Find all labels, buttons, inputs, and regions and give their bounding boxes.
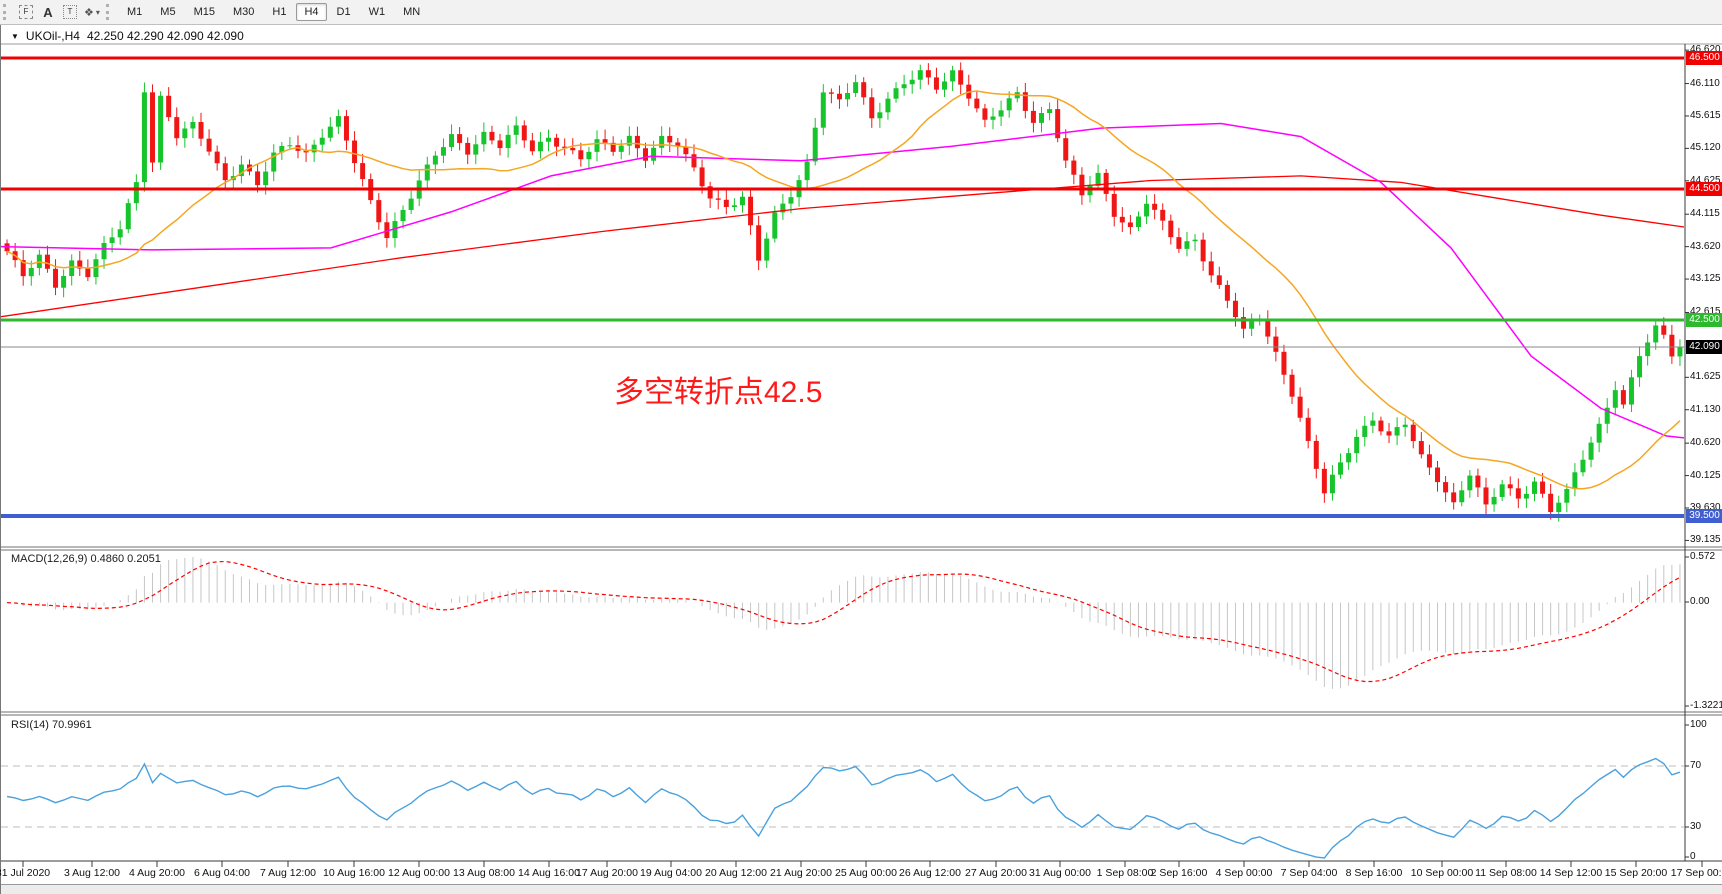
tf-button-h4[interactable]: H4 [296, 3, 327, 21]
date-label-7-Aug-12-00: 7 Aug 12:00 [259, 867, 317, 879]
date-label-31-Aug-00-00: 31 Aug 00:00 [1029, 867, 1091, 879]
tf-button-mn[interactable]: MN [403, 6, 421, 18]
price-axis-label-41.130: ‎41.130 [1690, 403, 1721, 415]
date-label-31-Jul-2020: 31 Jul 2020 [0, 867, 51, 879]
price-axis-label-39.135: ‎39.135 [1690, 534, 1721, 546]
price-axis-label-45.120: ‎45.120 [1690, 142, 1721, 154]
tf-button-m30[interactable]: M30 [232, 6, 255, 18]
tf-button-d1[interactable]: D1 [336, 6, 351, 18]
macd-axis-label-0.00: 0.00 [1690, 596, 1710, 607]
chart-title-bar[interactable]: ▼ UKOil-,H4 42.250 42.290 42.090 42.090 [11, 29, 244, 43]
rsi-indicator-label: RSI(14) 70.9961 [11, 719, 92, 731]
date-label-15-Sep-20-00: 15 Sep 20:00 [1604, 867, 1668, 879]
label-icon[interactable]: A [38, 3, 58, 21]
date-label-27-Aug-20-00: 27 Aug 20:00 [965, 867, 1027, 879]
date-label-8-Sep-16-00: 8 Sep 16:00 [1345, 867, 1403, 879]
text-icon-glyph: T [63, 5, 77, 19]
price-axis-label-46.110: ‎46.110 [1690, 77, 1720, 89]
date-label-13-Aug-08-00: 13 Aug 08:00 [453, 867, 515, 879]
text-icon[interactable]: T [60, 3, 80, 21]
date-label-17-Sep-00-00: 17 Sep 00:00 [1670, 867, 1722, 879]
price-axis-label-40.620: ‎40.620 [1690, 437, 1721, 449]
chart-window: ▼ UKOil-,H4 42.250 42.290 42.090 42.090 … [0, 25, 1722, 894]
date-label-21-Aug-20-00: 21 Aug 20:00 [770, 867, 832, 879]
date-label-26-Aug-12-00: 26 Aug 12:00 [899, 867, 961, 879]
date-label-10-Aug-16-00: 10 Aug 16:00 [323, 867, 385, 879]
tf-button-h1[interactable]: H1 [272, 6, 287, 18]
date-label-25-Aug-00-00: 25 Aug 00:00 [835, 867, 897, 879]
price-axis-label-43.125: ‎43.125 [1690, 273, 1721, 285]
date-label-4-Sep-00-00: 4 Sep 00:00 [1215, 867, 1273, 879]
date-label-2-Sep-16-00: 2 Sep 16:00 [1150, 867, 1208, 879]
date-label-4-Aug-20-00: 4 Aug 20:00 [128, 867, 186, 879]
date-label-12-Aug-00-00: 12 Aug 00:00 [388, 867, 450, 879]
chart-annotation-text[interactable]: 多空转折点42.5 [614, 376, 823, 409]
label-icon-glyph: A [43, 4, 53, 20]
macd-indicator-label: MACD(12,26,9) 0.4860 0.2051 [11, 553, 161, 565]
rsi-axis-label-0: 0 [1690, 851, 1696, 862]
price-axis-label-41.625: ‎41.625 [1690, 371, 1721, 383]
price-axis-label-39.630: ‎39.630 [1690, 501, 1721, 513]
price-axis-label-44.115: ‎44.115 [1690, 208, 1720, 220]
toolbar-drag-handle-2[interactable] [106, 4, 113, 20]
chart-collapse-caret-icon[interactable]: ▼ [11, 31, 19, 41]
tf-button-m1[interactable]: M1 [127, 6, 143, 18]
date-label-14-Aug-16-00: 14 Aug 16:00 [518, 867, 580, 879]
price-axis-label-44.625: ‎44.625 [1690, 174, 1721, 186]
tf-button-w1[interactable]: W1 [368, 6, 386, 18]
timeframe-button-group: M1 M5 M15 M30 H1 H4 D1 W1 MN [118, 3, 429, 21]
price-axis-label-40.125: ‎40.125 [1690, 469, 1721, 481]
price-badge-42.090: 42.090 [1686, 340, 1722, 354]
date-label-6-Aug-04-00: 6 Aug 04:00 [193, 867, 251, 879]
magenta-ma-line [1, 122, 1685, 439]
rsi-axis-label-30: 30 [1690, 821, 1702, 832]
candlesticks [4, 62, 1683, 522]
price-axis-label-42.615: ‎42.615 [1690, 306, 1721, 318]
macd-axis-label--1.3221: -1.3221 [1690, 700, 1722, 711]
red-ma-line [1, 175, 1685, 318]
date-label-14-Sep-12-00: 14 Sep 12:00 [1539, 867, 1603, 879]
rsi-axis-label-70: 70 [1690, 760, 1702, 771]
price-badge-46.500: 46.500 [1686, 51, 1722, 65]
tf-button-m15[interactable]: M15 [193, 6, 215, 18]
orange-ma-line [6, 90, 1681, 490]
rsi-axis-label-100: 100 [1690, 719, 1707, 730]
date-label-3-Aug-12-00: 3 Aug 12:00 [63, 867, 121, 879]
price-axis-label-43.620: ‎43.620 [1690, 240, 1721, 252]
date-label-7-Sep-04-00: 7 Sep 04:00 [1280, 867, 1338, 879]
quote-ohlc-text: 42.250 42.290 42.090 42.090 [86, 29, 244, 43]
date-label-10-Sep-00-00: 10 Sep 00:00 [1410, 867, 1474, 879]
date-label-20-Aug-12-00: 20 Aug 12:00 [705, 867, 767, 879]
date-label-19-Aug-04-00: 19 Aug 04:00 [640, 867, 702, 879]
fibonacci-icon-glyph: F [19, 5, 33, 19]
status-strip [1, 884, 1722, 894]
price-badge-44.500: 44.500 [1686, 182, 1722, 196]
macd-signal-line [7, 560, 1681, 683]
date-label-1-Sep-08-00: 1 Sep 08:00 [1096, 867, 1154, 879]
price-badge-39.500: 39.500 [1686, 509, 1722, 523]
arrows-icon-glyph: ❖ [84, 6, 94, 19]
chevron-down-icon[interactable]: ▾ [95, 7, 100, 17]
toolbar: F A T ❖ ▾ M1 M5 M15 M30 H1 H4 D1 W1 MN [0, 0, 1722, 25]
macd-histogram [14, 557, 1681, 689]
price-axis-label-46.620: ‎46.620 [1690, 44, 1721, 56]
rsi-line [6, 757, 1681, 859]
fibonacci-icon[interactable]: F [16, 3, 36, 21]
date-label-11-Sep-08-00: 11 Sep 08:00 [1475, 867, 1537, 879]
symbol-title: UKOil-,H4 [25, 29, 80, 43]
price-badge-42.500: 42.500 [1686, 313, 1722, 327]
macd-axis-label-0.572: 0.572 [1690, 551, 1716, 562]
price-axis-label-45.615: ‎45.615 [1690, 109, 1721, 121]
arrows-icon[interactable]: ❖ ▾ [82, 3, 102, 21]
date-label-17-Aug-20-00: 17 Aug 20:00 [576, 867, 638, 879]
chart-canvas[interactable] [1, 25, 1722, 894]
tf-button-m5[interactable]: M5 [160, 6, 176, 18]
toolbar-drag-handle[interactable] [3, 4, 10, 20]
